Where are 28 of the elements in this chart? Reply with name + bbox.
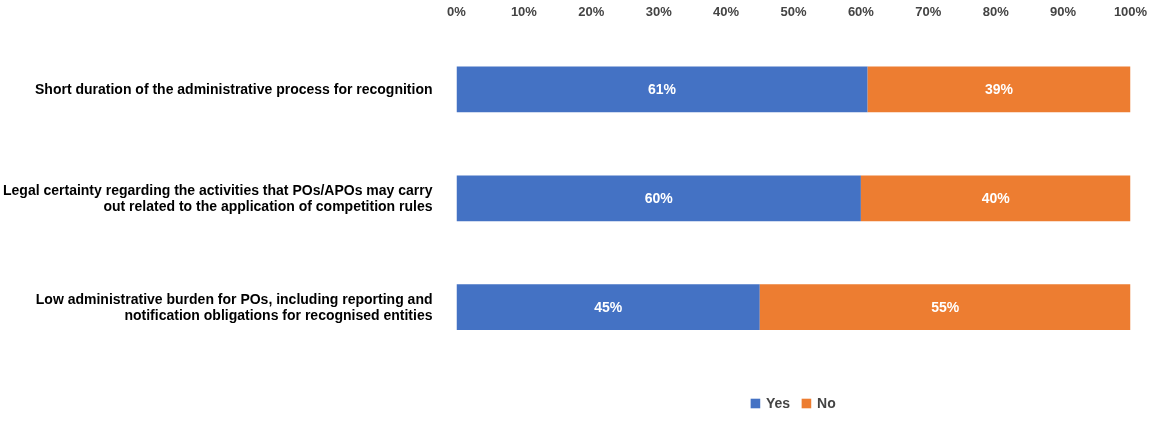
- legend-label: Yes: [765, 395, 791, 411]
- data-label: 61%: [648, 81, 677, 98]
- x-tick-label: 50%: [780, 3, 807, 19]
- y-tick-label: Legal certainty regarding the activities that POs/APOs may carry out related to the application of competition rules: [3, 182, 433, 215]
- x-tick-label: 80%: [982, 3, 1010, 19]
- data-label: 45%: [594, 299, 623, 316]
- bar: [456, 66, 868, 113]
- bar: [860, 175, 1131, 222]
- bar: [456, 175, 861, 222]
- y-tick-label: Short duration of the administrative process for recognition: [35, 81, 433, 98]
- x-tick-label: 0%: [447, 3, 467, 19]
- y-tick-label: Low administrative burden for POs, including reporting and notification obligations for recognised entities: [35, 291, 433, 324]
- data-label: 39%: [985, 81, 1014, 98]
- x-tick-label: 90%: [1050, 3, 1077, 19]
- x-tick-label: 30%: [645, 3, 673, 19]
- data-label: 40%: [981, 190, 1011, 207]
- x-tick-label: 60%: [847, 3, 875, 19]
- x-tick-label: 40%: [713, 3, 740, 19]
- data-label: 55%: [931, 299, 960, 316]
- bar: [759, 284, 1131, 331]
- data-label: 60%: [644, 190, 674, 207]
- x-tick-label: 100%: [1113, 3, 1148, 19]
- x-tick-label: 20%: [578, 3, 605, 19]
- x-tick-label: 10%: [510, 3, 538, 19]
- legend-label: No: [817, 395, 837, 411]
- x-tick-label: 70%: [915, 3, 942, 19]
- bar: [456, 284, 760, 331]
- bar: [867, 66, 1131, 113]
